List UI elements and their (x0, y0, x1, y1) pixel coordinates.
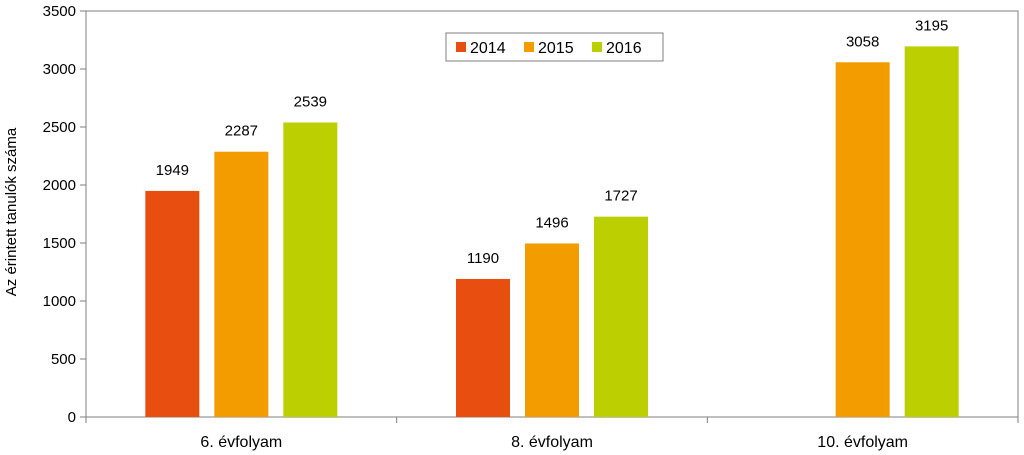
y-tick-label: 2000 (43, 177, 76, 194)
legend-box (445, 32, 664, 62)
plot-area: 0 500 1000 1500 2000 2500 3000 3500 6. évfolyam 8… (43, 3, 1019, 451)
data-label: 2287 (225, 123, 258, 140)
legend-label: 2014 (470, 40, 506, 57)
legend-label: 2016 (606, 40, 642, 57)
y-tick-label: 1000 (43, 293, 76, 310)
bar-2015 (214, 151, 269, 417)
data-label: 3195 (915, 17, 948, 34)
bar-2016 (594, 216, 648, 417)
data-label: 1496 (535, 214, 568, 231)
x-category-label: 8. évfolyam (511, 434, 593, 451)
y-tick-label: 1500 (43, 235, 76, 252)
legend-swatch (456, 42, 466, 52)
bar-2015 (525, 243, 579, 417)
data-label: 3058 (846, 33, 879, 50)
bar-2014 (145, 190, 200, 417)
y-tick-label: 0 (68, 409, 76, 426)
y-tick-label: 500 (51, 351, 76, 368)
legend-swatch (524, 42, 534, 52)
data-label: 1190 (467, 250, 499, 267)
x-category-label: 6. évfolyam (200, 434, 282, 451)
y-tick-label: 3500 (43, 3, 76, 20)
legend: 2014 2015 2016 (445, 32, 664, 62)
x-category-label: 10. évfolyam (817, 434, 908, 451)
bar-2014 (456, 278, 510, 417)
y-tick-label: 3000 (43, 61, 76, 78)
y-axis-title: Az érintett tanulók száma (3, 127, 20, 296)
data-label: 1949 (156, 162, 189, 179)
legend-swatch (592, 42, 602, 52)
legend-label: 2015 (538, 40, 574, 57)
bar-2016 (904, 46, 959, 417)
bar-2015 (835, 62, 890, 417)
data-label: 1727 (604, 188, 637, 205)
y-tick-label: 2500 (43, 119, 76, 136)
bar-2016 (283, 122, 338, 417)
data-label: 2539 (294, 93, 327, 110)
